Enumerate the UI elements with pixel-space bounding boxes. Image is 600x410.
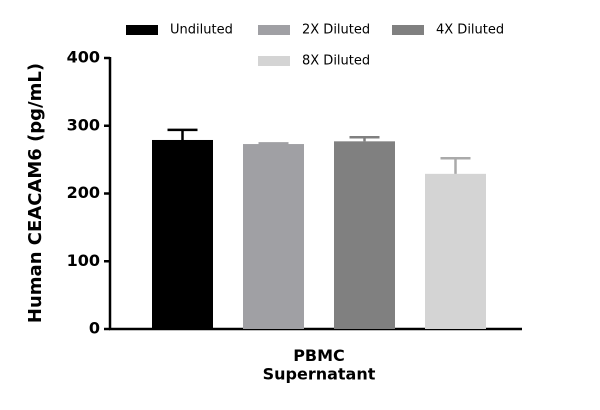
bar: [152, 139, 213, 329]
bar: [334, 141, 395, 329]
bar: [243, 144, 304, 329]
error-bar: [167, 128, 198, 140]
error-bar: [258, 142, 289, 145]
y-tick-label: 100: [67, 251, 100, 270]
legend-swatch: [126, 25, 158, 35]
y-tick-label: 200: [67, 183, 100, 202]
y-tick-label: 300: [67, 115, 100, 134]
y-tick-label: 0: [89, 319, 100, 338]
legend-swatch: [258, 25, 290, 35]
error-bar: [349, 136, 380, 142]
x-tick-label: PBMC Supernatant: [263, 346, 376, 383]
legend-swatch: [258, 56, 290, 66]
legend-label: 2X Diluted: [302, 23, 370, 38]
legend-swatch: [392, 25, 424, 35]
error-bar: [440, 157, 471, 174]
legend-label: Undiluted: [170, 23, 233, 38]
y-tick-label: 400: [67, 48, 100, 67]
bar: [425, 173, 486, 329]
legend-label: 4X Diluted: [436, 23, 504, 38]
legend-label: 8X Diluted: [302, 54, 370, 69]
y-axis-label: Human CEACAM6 (pg/mL): [25, 63, 46, 323]
